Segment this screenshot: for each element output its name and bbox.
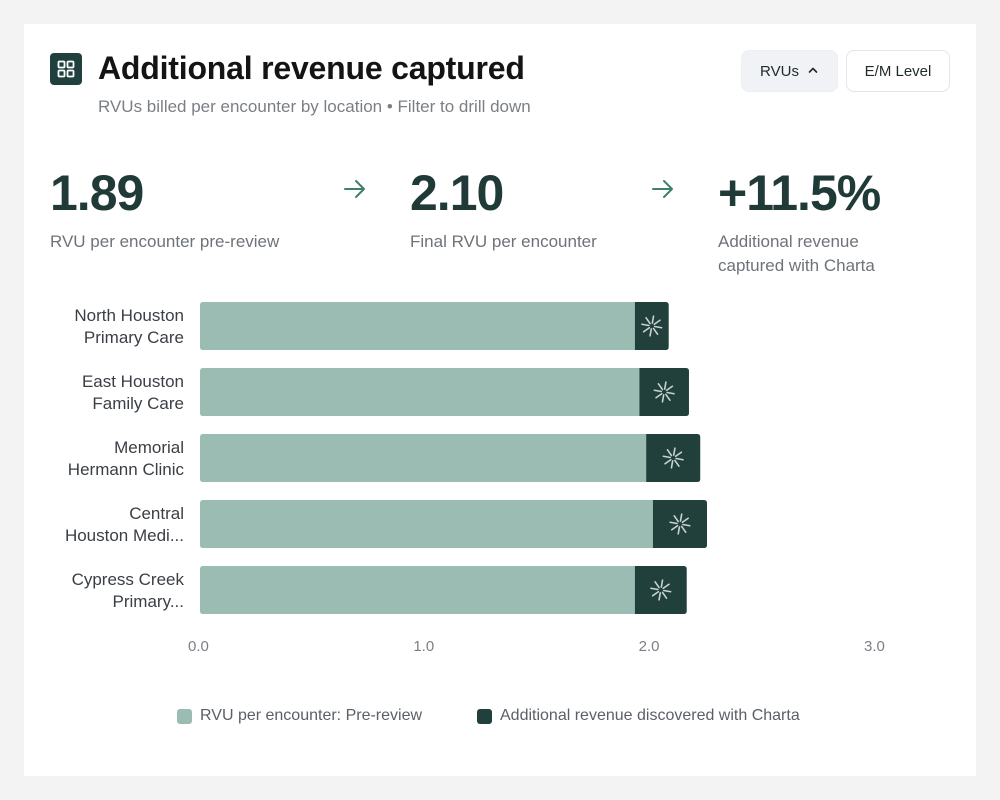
x-tick-label: 0.0 — [188, 638, 209, 655]
em-level-button[interactable]: E/M Level — [846, 50, 950, 92]
bar-pre-review — [200, 302, 635, 350]
category-label: Cypress Creek — [72, 570, 185, 589]
legend-label-additional: Additional revenue discovered with Chart… — [500, 707, 800, 724]
x-tick-label: 1.0 — [413, 638, 434, 655]
revenue-card: Additional revenue captured RVUs billed … — [24, 24, 976, 776]
stat-pre-review-label: RVU per encounter pre-review — [50, 232, 280, 251]
location-rvu-bar-chart: North Houston Primary Care East Houston Fam… — [65, 302, 885, 655]
stat-final-label: Final RVU per encounter — [410, 232, 597, 251]
bar-additional — [652, 500, 707, 548]
charta-logo-icon — [662, 447, 684, 469]
arrow-right-icon — [650, 176, 676, 202]
x-tick-label: 2.0 — [639, 638, 660, 655]
legend-item-pre-review: RVU per encounter: Pre-review — [177, 706, 422, 726]
category-label: Family Care — [92, 394, 184, 413]
x-tick-label: 3.0 — [864, 638, 885, 655]
rvus-toggle-button[interactable]: RVUs — [741, 50, 838, 92]
card-title: Additional revenue captured — [98, 50, 525, 86]
grid-icon — [50, 53, 82, 85]
category-label: Primary... — [113, 592, 184, 611]
bar-additional — [639, 368, 689, 416]
rvus-toggle-label: RVUs — [760, 62, 799, 80]
bar-additional — [634, 566, 687, 614]
category-label: East Houston — [82, 372, 184, 391]
legend-item-additional: Additional revenue discovered with Chart… — [477, 706, 800, 726]
charta-logo-icon — [650, 579, 672, 601]
card-subtitle: RVUs billed per encounter by location • … — [98, 97, 531, 116]
legend-swatch-additional — [477, 708, 492, 724]
legend-label-pre-review: RVU per encounter: Pre-review — [200, 707, 423, 724]
category-label: North Houston — [74, 306, 184, 325]
bar-pre-review — [200, 566, 635, 614]
charta-logo-icon — [669, 513, 691, 535]
charta-logo-icon — [653, 381, 675, 403]
bar-pre-review — [200, 434, 647, 482]
bar-additional — [634, 302, 669, 350]
chevron-up-icon — [807, 63, 819, 80]
category-label: Houston Medi... — [65, 526, 184, 545]
category-label: Primary Care — [84, 328, 184, 347]
stat-uplift-label: Additional revenue captured with Charta — [718, 232, 875, 275]
bar-pre-review — [200, 500, 653, 548]
stat-uplift-value: +11.5% — [718, 165, 881, 221]
category-label: Central — [129, 504, 184, 523]
category-label: Memorial — [114, 438, 184, 457]
bar-additional — [646, 434, 701, 482]
charta-logo-icon — [641, 315, 663, 337]
category-label: Hermann Clinic — [68, 460, 185, 479]
legend-swatch-pre-review — [177, 708, 192, 724]
stat-final-value: 2.10 — [410, 165, 504, 221]
stat-pre-review-value: 1.89 — [50, 165, 144, 221]
arrow-right-icon — [342, 176, 368, 202]
bar-pre-review — [200, 368, 640, 416]
